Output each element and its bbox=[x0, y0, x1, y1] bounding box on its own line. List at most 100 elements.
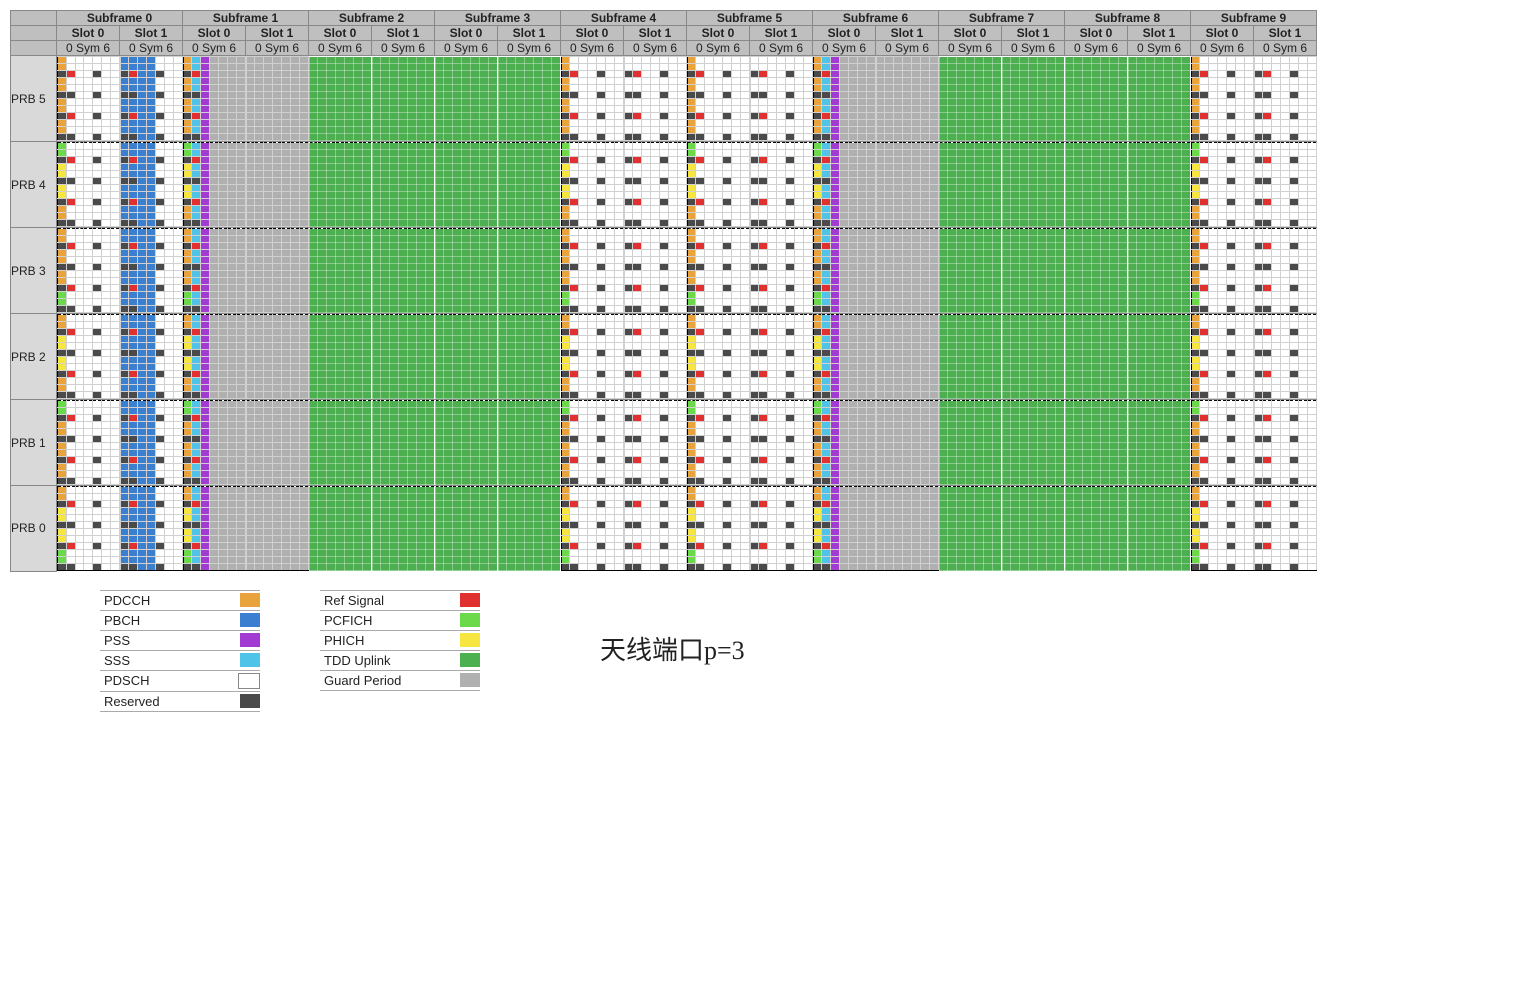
slot-cell bbox=[372, 142, 435, 228]
legend: PDCCHPBCHPSSSSSPDSCHReservedRef SignalPC… bbox=[100, 590, 1516, 712]
sym-range-header: 0 Sym 6 bbox=[687, 41, 750, 56]
slot-cell bbox=[246, 56, 309, 142]
sym-range-header: 0 Sym 6 bbox=[498, 41, 561, 56]
slot-cell bbox=[750, 142, 813, 228]
slot-cell bbox=[750, 486, 813, 572]
slot-cell bbox=[183, 314, 246, 400]
slot-cell bbox=[1065, 314, 1128, 400]
slot-cell bbox=[813, 142, 876, 228]
slot-cell bbox=[939, 314, 1002, 400]
slot-cell bbox=[435, 228, 498, 314]
slot-header: Slot 1 bbox=[876, 26, 939, 41]
slot-cell bbox=[1254, 314, 1317, 400]
slot-cell bbox=[1002, 142, 1065, 228]
slot-cell bbox=[1128, 142, 1191, 228]
prb-label: PRB 4 bbox=[11, 142, 57, 228]
legend-label: Guard Period bbox=[320, 673, 401, 688]
slot-cell bbox=[687, 400, 750, 486]
slot-cell bbox=[1191, 56, 1254, 142]
slot-cell bbox=[309, 228, 372, 314]
slot-header: Slot 1 bbox=[750, 26, 813, 41]
slot-cell bbox=[561, 314, 624, 400]
slot-cell bbox=[939, 486, 1002, 572]
slot-cell bbox=[120, 228, 183, 314]
slot-cell bbox=[939, 56, 1002, 142]
slot-cell bbox=[1254, 486, 1317, 572]
legend-row: TDD Uplink bbox=[320, 650, 480, 670]
slot-cell bbox=[498, 400, 561, 486]
slot-cell bbox=[1191, 142, 1254, 228]
prb-label: PRB 1 bbox=[11, 400, 57, 486]
subframe-header: Subframe 6 bbox=[813, 11, 939, 26]
slot-cell bbox=[561, 142, 624, 228]
legend-swatch bbox=[460, 653, 480, 667]
legend-swatch bbox=[460, 633, 480, 647]
legend-label: PHICH bbox=[320, 633, 364, 648]
slot-cell bbox=[372, 228, 435, 314]
slot-cell bbox=[498, 56, 561, 142]
slot-cell bbox=[246, 400, 309, 486]
slot-cell bbox=[57, 400, 120, 486]
slot-cell bbox=[183, 486, 246, 572]
subframe-header: Subframe 5 bbox=[687, 11, 813, 26]
subframe-header: Subframe 8 bbox=[1065, 11, 1191, 26]
sym-range-header: 0 Sym 6 bbox=[57, 41, 120, 56]
legend-swatch bbox=[240, 613, 260, 627]
slot-cell bbox=[372, 56, 435, 142]
slot-cell bbox=[1254, 56, 1317, 142]
slot-cell bbox=[498, 486, 561, 572]
slot-cell bbox=[120, 486, 183, 572]
slot-cell bbox=[183, 56, 246, 142]
slot-cell bbox=[183, 400, 246, 486]
slot-header: Slot 1 bbox=[624, 26, 687, 41]
slot-cell bbox=[750, 314, 813, 400]
slot-cell bbox=[120, 142, 183, 228]
slot-header: Slot 0 bbox=[183, 26, 246, 41]
legend-label: PSS bbox=[100, 633, 130, 648]
slot-cell bbox=[372, 486, 435, 572]
slot-cell bbox=[876, 56, 939, 142]
slot-cell bbox=[687, 228, 750, 314]
slot-cell bbox=[1254, 228, 1317, 314]
slot-cell bbox=[183, 228, 246, 314]
resource-grid-table: Subframe 0Subframe 1Subframe 2Subframe 3… bbox=[10, 10, 1317, 572]
sym-range-header: 0 Sym 6 bbox=[120, 41, 183, 56]
slot-header: Slot 0 bbox=[57, 26, 120, 41]
slot-cell bbox=[309, 142, 372, 228]
slot-cell bbox=[57, 56, 120, 142]
legend-swatch bbox=[238, 673, 260, 689]
sym-range-header: 0 Sym 6 bbox=[1191, 41, 1254, 56]
legend-row: Guard Period bbox=[320, 670, 480, 691]
slot-cell bbox=[624, 486, 687, 572]
legend-label: Ref Signal bbox=[320, 593, 384, 608]
slot-cell bbox=[1065, 142, 1128, 228]
prb-label: PRB 3 bbox=[11, 228, 57, 314]
legend-row: PBCH bbox=[100, 610, 260, 630]
slot-cell bbox=[561, 486, 624, 572]
subframe-header: Subframe 1 bbox=[183, 11, 309, 26]
slot-cell bbox=[624, 228, 687, 314]
slot-cell bbox=[876, 486, 939, 572]
slot-cell bbox=[435, 142, 498, 228]
legend-swatch bbox=[240, 694, 260, 708]
sym-range-header: 0 Sym 6 bbox=[1254, 41, 1317, 56]
legend-swatch bbox=[460, 593, 480, 607]
slot-cell bbox=[876, 400, 939, 486]
slot-cell bbox=[1002, 486, 1065, 572]
sym-range-header: 0 Sym 6 bbox=[750, 41, 813, 56]
slot-cell bbox=[183, 142, 246, 228]
legend-row: PHICH bbox=[320, 630, 480, 650]
legend-swatch bbox=[240, 593, 260, 607]
slot-cell bbox=[1128, 228, 1191, 314]
slot-cell bbox=[1065, 228, 1128, 314]
sym-range-header: 0 Sym 6 bbox=[1128, 41, 1191, 56]
slot-cell bbox=[372, 400, 435, 486]
slot-cell bbox=[750, 228, 813, 314]
slot-header: Slot 0 bbox=[1191, 26, 1254, 41]
sym-range-header: 0 Sym 6 bbox=[183, 41, 246, 56]
slot-cell bbox=[687, 314, 750, 400]
sym-range-header: 0 Sym 6 bbox=[372, 41, 435, 56]
slot-cell bbox=[1191, 314, 1254, 400]
subframe-header: Subframe 0 bbox=[57, 11, 183, 26]
slot-cell bbox=[624, 400, 687, 486]
